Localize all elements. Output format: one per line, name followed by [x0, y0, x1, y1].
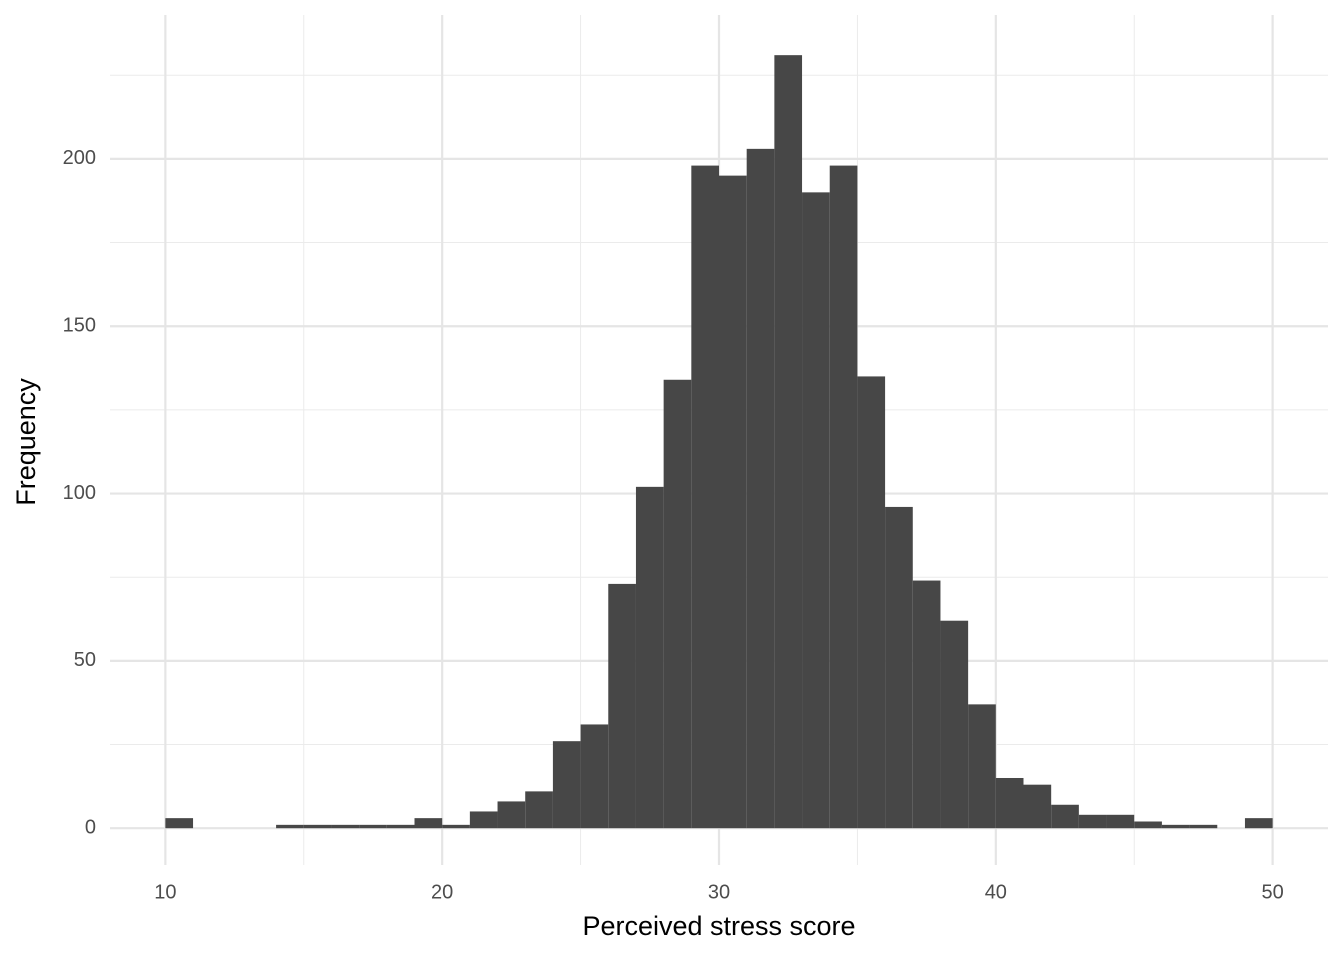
bar	[1244, 818, 1273, 829]
y-tick-label: 200	[63, 147, 96, 169]
bar	[1078, 814, 1107, 829]
bar	[885, 506, 913, 829]
bar	[691, 165, 719, 829]
bar	[857, 376, 886, 829]
y-tick-label: 0	[85, 816, 96, 838]
bar	[663, 379, 692, 829]
bar	[995, 777, 1024, 829]
bar	[359, 824, 387, 829]
bar	[968, 704, 996, 829]
bar	[774, 55, 803, 829]
bar	[525, 791, 553, 829]
bar	[552, 741, 581, 829]
bar	[1161, 824, 1190, 829]
x-tick-label: 10	[154, 881, 176, 903]
bar	[276, 824, 304, 829]
y-tick-label: 100	[63, 482, 96, 504]
bar	[1106, 814, 1135, 829]
x-tick-label: 40	[985, 881, 1007, 903]
y-tick-label: 150	[63, 315, 96, 337]
bar	[912, 580, 941, 829]
bar	[386, 824, 415, 829]
bar	[580, 724, 609, 829]
bar	[608, 583, 636, 829]
bar	[1023, 784, 1052, 829]
bar	[940, 620, 969, 829]
bar	[635, 486, 664, 829]
bars	[165, 55, 1273, 829]
bar	[165, 818, 194, 829]
bar	[469, 811, 498, 829]
y-tick-label: 50	[74, 649, 96, 671]
x-tick-label: 20	[431, 881, 453, 903]
x-tick-label: 30	[708, 881, 730, 903]
x-tick-label: 50	[1262, 881, 1284, 903]
bar	[829, 165, 858, 829]
bar	[303, 824, 332, 829]
bar	[1189, 824, 1218, 829]
x-axis-title: Perceived stress score	[582, 911, 855, 941]
bar	[497, 801, 526, 829]
bar	[802, 192, 830, 829]
bar	[331, 824, 360, 829]
bar	[1134, 821, 1162, 829]
bar	[719, 175, 747, 829]
y-axis-title: Frequency	[11, 378, 41, 506]
bar	[746, 148, 775, 829]
bar	[442, 824, 470, 829]
bar	[1051, 804, 1079, 829]
bar	[414, 818, 443, 829]
